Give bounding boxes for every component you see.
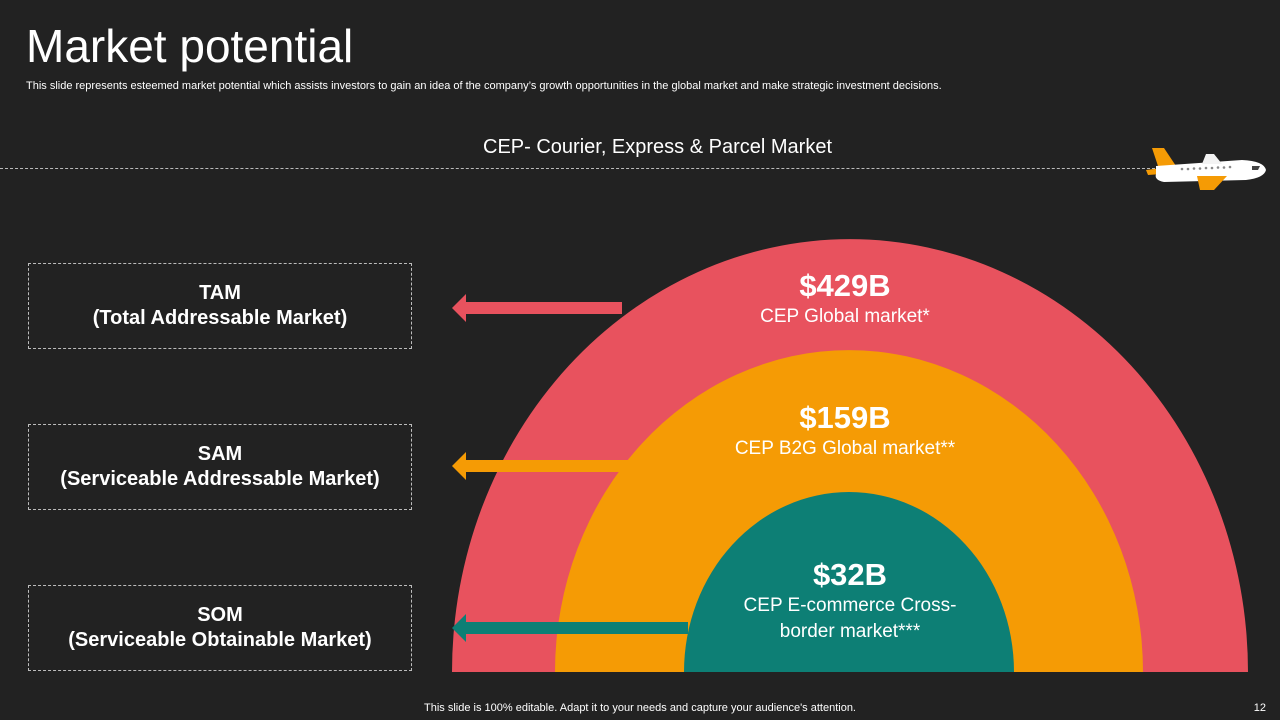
- som-arc: [684, 492, 1014, 672]
- tam-abbr: TAM: [199, 282, 241, 304]
- tam-label: CEP Global market*: [760, 306, 930, 327]
- som-value: $32B: [812, 557, 888, 592]
- som-full: (Serviceable Obtainable Market): [68, 629, 372, 651]
- tam-arrow-shaft: [462, 302, 622, 314]
- som-arrow-shaft: [462, 622, 688, 634]
- tam-box: TAM (Total Addressable Market): [28, 263, 412, 349]
- sam-value: $159B: [799, 400, 891, 435]
- sam-arrow-head: [452, 452, 466, 480]
- tam-full: (Total Addressable Market): [92, 307, 348, 329]
- sam-arc-text: $159B CEP B2G Global market**: [700, 400, 990, 462]
- som-abbr: SOM: [197, 604, 243, 626]
- airplane-icon: [1146, 148, 1266, 190]
- footer-note: This slide is 100% editable. Adapt it to…: [424, 702, 856, 714]
- som-arrow-head: [452, 614, 466, 642]
- tam-arc-text: $429B CEP Global market*: [700, 268, 990, 330]
- sam-abbr: SAM: [197, 443, 243, 465]
- page-number: 12: [1253, 702, 1266, 714]
- dashed-divider: [0, 168, 1160, 169]
- tam-value: $429B: [799, 268, 891, 303]
- som-label-line2: border market***: [779, 621, 921, 642]
- slide-title: Market potential: [26, 20, 354, 72]
- sam-box: SAM (Serviceable Addressable Market): [28, 424, 412, 510]
- tam-arrow-head: [452, 294, 466, 322]
- slide-subtitle: This slide represents esteemed market po…: [26, 80, 942, 92]
- sam-label: CEP B2G Global market**: [734, 438, 956, 459]
- sam-arrow-shaft: [462, 460, 630, 472]
- som-box: SOM (Serviceable Obtainable Market): [28, 585, 412, 671]
- som-label-line1: CEP E-commerce Cross-: [743, 595, 957, 616]
- sam-full: (Serviceable Addressable Market): [60, 468, 380, 490]
- som-arc-text: $32B CEP E-commerce Cross- border market…: [700, 557, 1000, 645]
- section-heading: CEP- Courier, Express & Parcel Market: [483, 136, 832, 158]
